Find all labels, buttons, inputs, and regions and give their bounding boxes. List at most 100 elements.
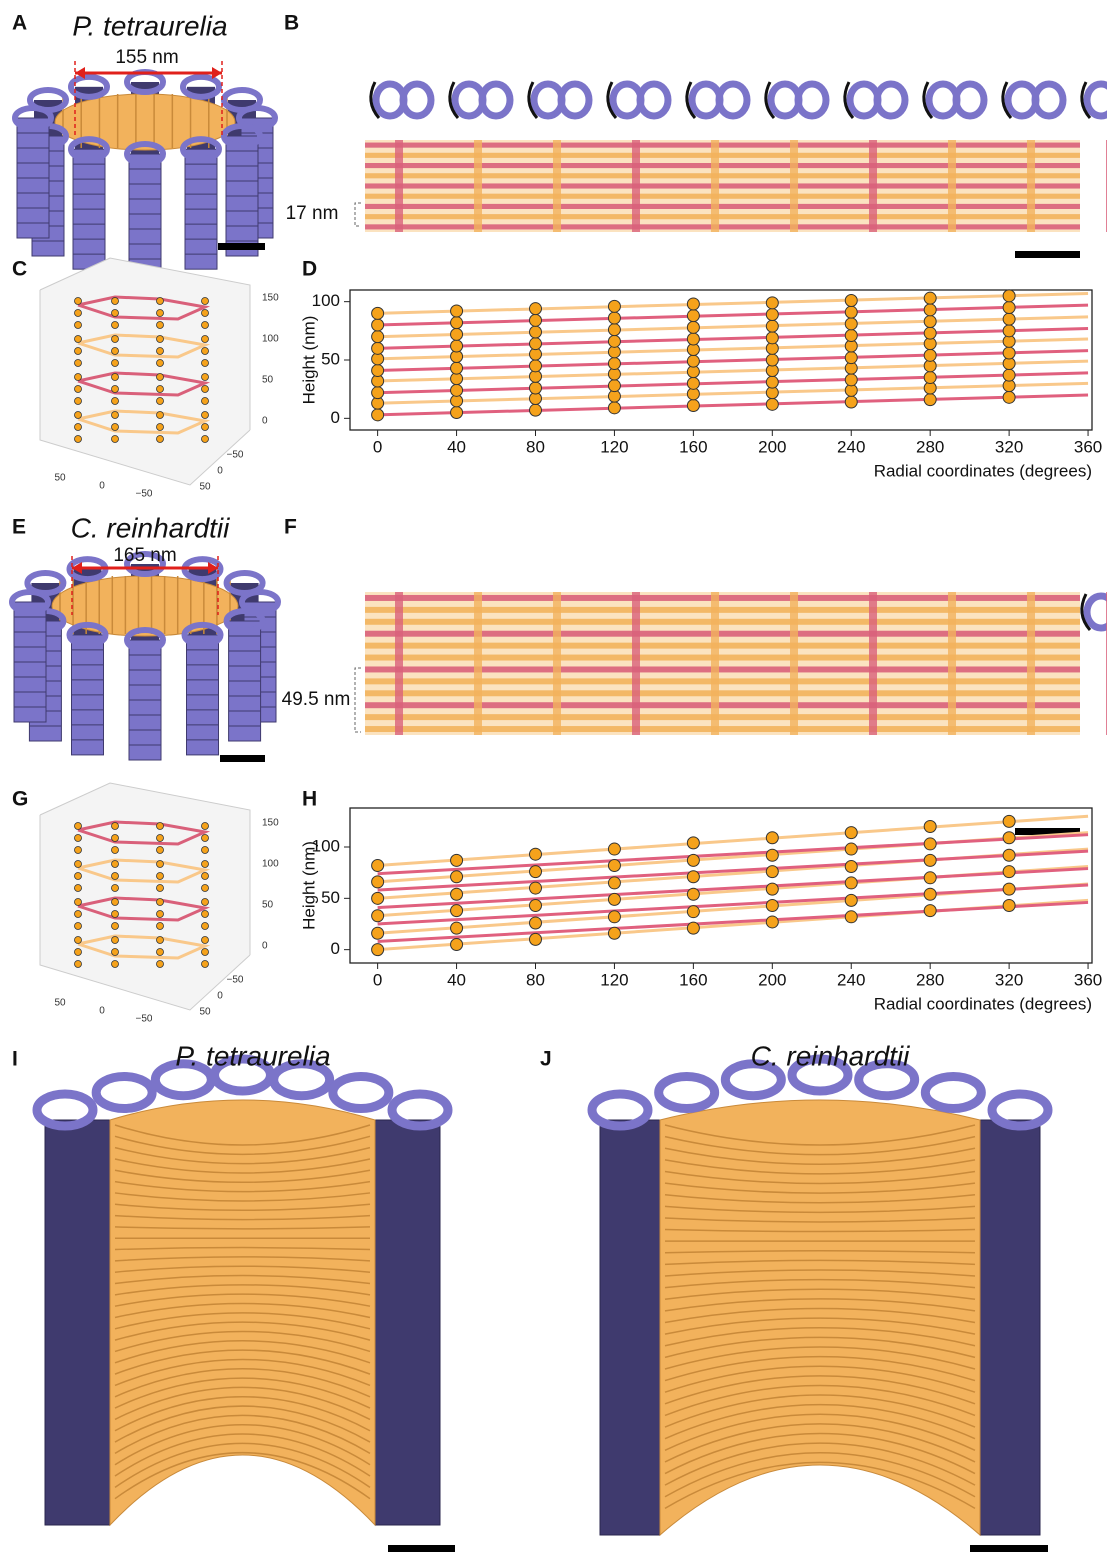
triplet-wall <box>374 1119 441 1526</box>
helix-node <box>111 910 119 918</box>
triplet-ring <box>1083 592 1107 632</box>
scaffold-rib <box>664 1346 976 1370</box>
scaffold-rib <box>114 1451 371 1500</box>
helix-node <box>201 335 209 343</box>
helix-node <box>201 922 209 930</box>
node-point <box>1002 312 1016 326</box>
triplet-ring <box>220 87 263 113</box>
node-point <box>1002 814 1016 828</box>
node-point <box>765 353 779 367</box>
helix-node <box>74 936 82 944</box>
scaffold-rib <box>664 1269 976 1277</box>
triplet-edge <box>1080 593 1092 631</box>
node-point <box>529 881 542 895</box>
panel-label: D <box>302 258 317 281</box>
node-point <box>923 315 937 328</box>
triplet-ring <box>854 1059 920 1101</box>
node-point <box>844 294 858 307</box>
helix-node <box>74 347 82 355</box>
triplet-wall <box>979 1119 1041 1536</box>
y-axis-label: Height (nm) <box>299 841 318 930</box>
triplet-edge <box>764 81 776 119</box>
node-point <box>765 397 779 411</box>
triplet-edge <box>606 81 618 119</box>
scaffold-rib <box>114 1180 371 1193</box>
triplet-wall <box>44 1119 111 1526</box>
x-tick-label: 160 <box>679 437 707 456</box>
node-point <box>923 371 937 384</box>
z-tick-label: 150 <box>262 818 279 829</box>
panel-label: B <box>284 12 299 35</box>
map-column <box>790 592 798 735</box>
node-point <box>450 383 464 397</box>
node-point <box>686 309 700 323</box>
map-column <box>869 140 877 232</box>
helix-node <box>201 834 209 842</box>
x-tick-label: 120 <box>600 970 628 989</box>
helix-line <box>377 814 1089 867</box>
node-point <box>607 299 621 313</box>
triplet-edge <box>1080 81 1092 119</box>
helix-node <box>156 347 164 355</box>
helix-node <box>156 860 164 868</box>
helix-node <box>156 822 164 830</box>
node-point <box>923 837 937 851</box>
node-point <box>529 302 542 316</box>
scaffold-rib <box>114 1214 371 1221</box>
node-point <box>1002 899 1016 913</box>
helix-node <box>201 309 209 317</box>
map-column <box>1027 140 1035 232</box>
scaffold-rib <box>114 1274 371 1285</box>
node-point <box>450 406 464 419</box>
helix-node <box>156 960 164 968</box>
panel-label: A <box>12 12 27 35</box>
map-band <box>365 163 1080 169</box>
triplet-edge <box>527 81 539 119</box>
helix-node <box>201 411 209 419</box>
map-band <box>365 594 1080 601</box>
node-point <box>607 910 621 924</box>
scaffold-rib <box>664 1404 976 1440</box>
triplet-edge <box>843 81 855 119</box>
map-band <box>365 630 1080 637</box>
scaffold-rib <box>664 1288 976 1301</box>
triplet-ring <box>124 627 166 653</box>
helix-node <box>111 922 119 930</box>
y-tick-label: 100 <box>312 291 340 310</box>
scaffold-rib <box>114 1192 371 1202</box>
helix-node <box>201 948 209 956</box>
map-band <box>365 142 1080 148</box>
scaffold-rib <box>664 1423 976 1463</box>
helix-node <box>201 373 209 381</box>
arrow-head <box>75 67 85 79</box>
scaffold-rib <box>664 1413 976 1451</box>
node-point <box>607 311 621 325</box>
triplet-ring <box>787 1054 853 1096</box>
scaffold-rib <box>664 1452 976 1498</box>
z-tick-label: 100 <box>262 334 279 345</box>
helix-node <box>201 910 209 918</box>
node-point <box>923 326 937 340</box>
helix-node <box>74 335 82 343</box>
helix-node <box>111 936 119 944</box>
helix-node <box>111 860 119 868</box>
scaffold-rib <box>114 1340 371 1364</box>
helix-node <box>156 936 164 944</box>
helix-line <box>377 292 1089 315</box>
node-point <box>923 853 937 867</box>
helix-node <box>201 884 209 892</box>
scaffold-rib <box>114 1265 371 1273</box>
node-point <box>844 910 858 924</box>
helix-node <box>74 297 82 305</box>
helix-node <box>111 960 119 968</box>
triplet-ring <box>68 136 110 163</box>
helix-node <box>156 297 164 305</box>
period-bracket <box>354 667 361 733</box>
helix-node <box>111 373 119 381</box>
scaffold-rib <box>114 1135 371 1156</box>
node-point <box>765 375 779 389</box>
helix-node <box>74 872 82 880</box>
helix-line <box>377 359 1089 383</box>
scaffold-rib <box>664 1461 976 1510</box>
scaffold-rib <box>114 1330 371 1353</box>
